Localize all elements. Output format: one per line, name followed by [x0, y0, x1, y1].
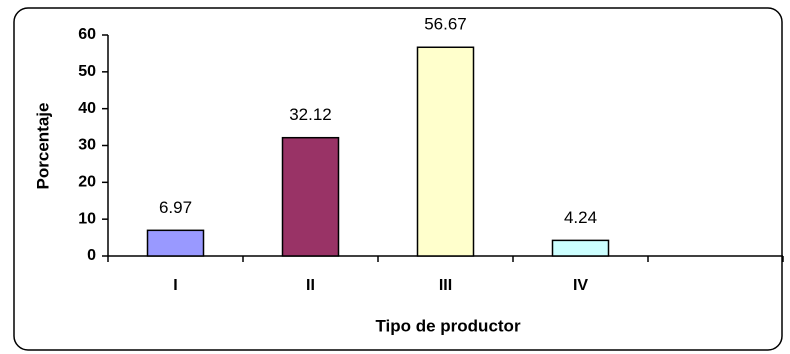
- x-tick-label: II: [306, 277, 315, 294]
- value-label: 32.12: [289, 105, 332, 124]
- y-tick-label: 40: [78, 100, 96, 117]
- x-tick-label: I: [173, 277, 177, 294]
- value-label: 4.24: [564, 208, 597, 227]
- bar: [551, 239, 610, 257]
- x-axis-title: Tipo de productor: [375, 316, 521, 335]
- y-tick-label: 30: [78, 137, 96, 154]
- value-label: 6.97: [159, 198, 192, 217]
- y-axis-title: Porcentaje: [33, 103, 52, 190]
- y-tick-label: 60: [78, 26, 96, 43]
- y-tick-label: 50: [78, 63, 96, 80]
- y-tick-label: 0: [87, 247, 96, 264]
- x-tick-label: IV: [573, 277, 588, 294]
- bar: [146, 229, 205, 257]
- value-label: 56.67: [424, 15, 467, 34]
- bar: [416, 46, 475, 257]
- chart-frame: [13, 7, 783, 351]
- bar: [281, 136, 340, 257]
- y-tick-label: 10: [78, 210, 96, 227]
- y-tick-label: 20: [78, 174, 96, 191]
- x-tick-label: III: [439, 277, 452, 294]
